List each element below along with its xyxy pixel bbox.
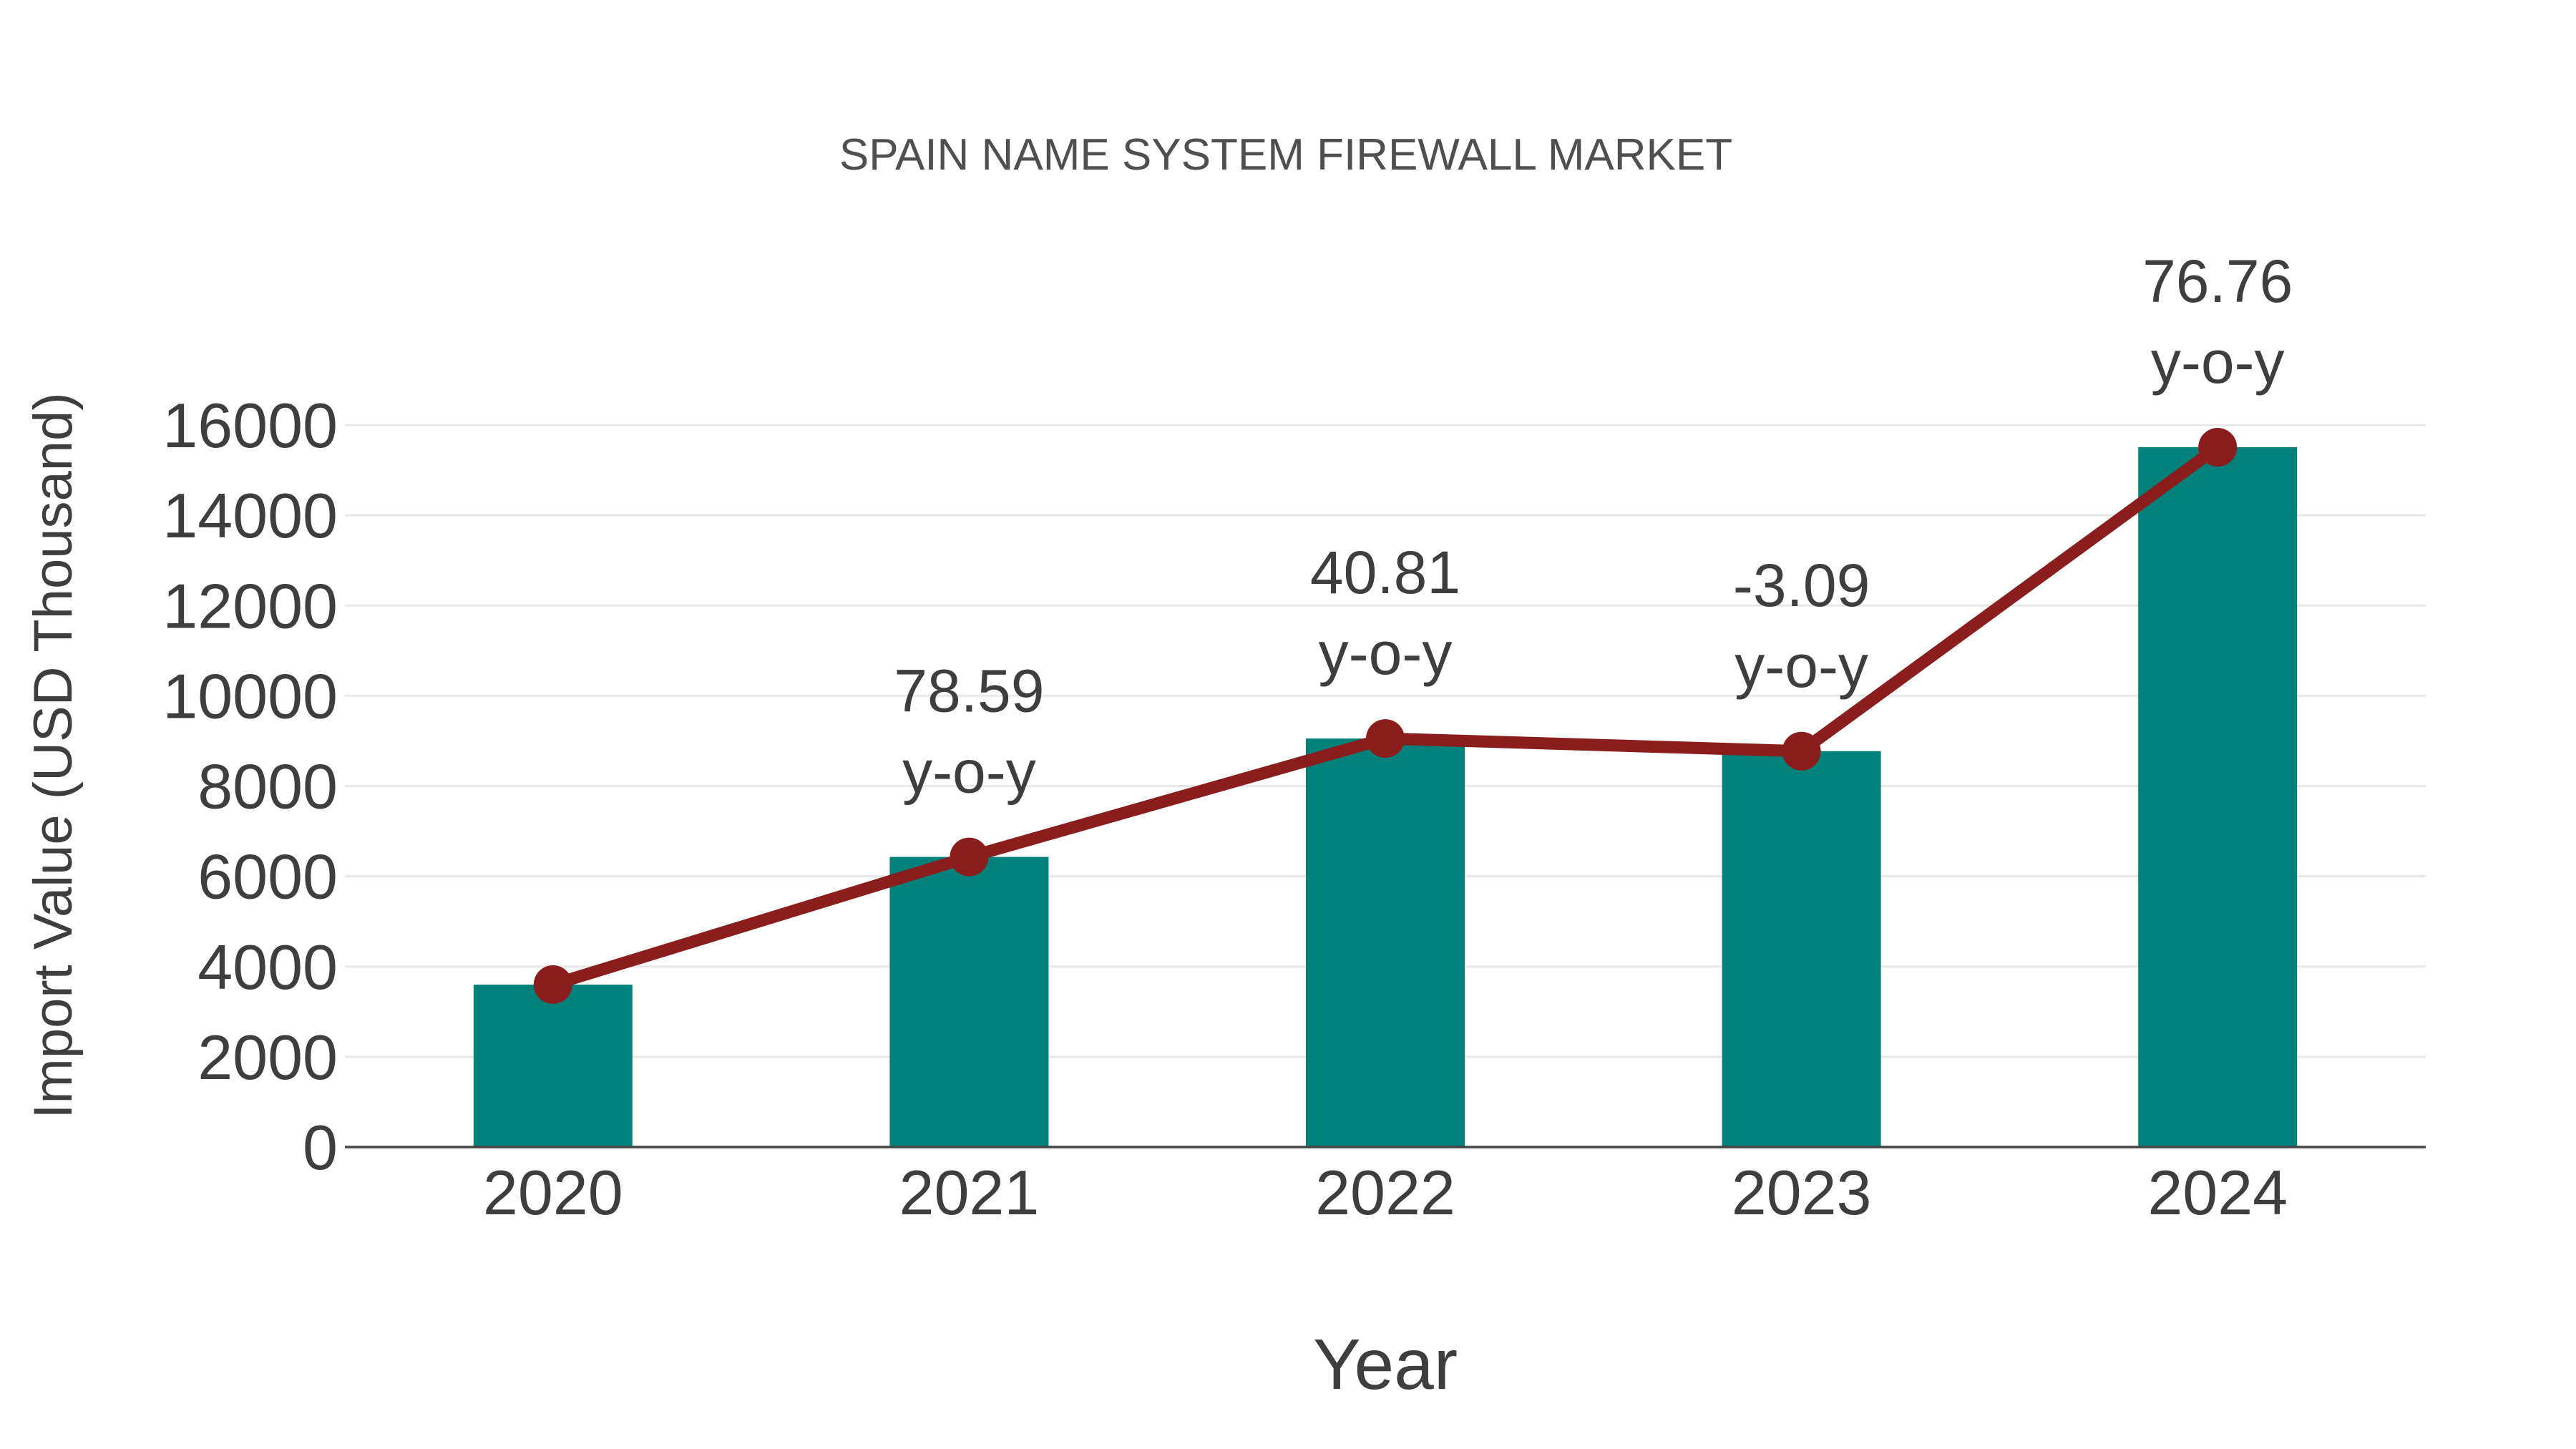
trend-line-series xyxy=(533,428,2238,1004)
annotation-2024-suffix: y-o-y xyxy=(2151,328,2285,396)
annotation-2021-suffix: y-o-y xyxy=(902,738,1036,806)
y-tick-label-14000: 14000 xyxy=(162,480,338,551)
bar-2021 xyxy=(889,857,1049,1147)
bar-2023 xyxy=(1722,751,1881,1147)
x-tick-label-2022: 2022 xyxy=(1315,1157,1455,1228)
data-point-2024 xyxy=(2198,428,2238,467)
x-tick-label-2020: 2020 xyxy=(483,1157,623,1228)
y-tick-label-8000: 8000 xyxy=(197,751,338,822)
data-point-2022 xyxy=(1366,719,1405,758)
annotation-2022-suffix: y-o-y xyxy=(1319,620,1453,687)
y-tick-label-12000: 12000 xyxy=(162,570,338,641)
y-tick-label-10000: 10000 xyxy=(162,660,338,731)
annotation-2022-value: 40.81 xyxy=(1310,539,1460,606)
annotation-2023-value: -3.09 xyxy=(1733,552,1870,619)
x-tick-label-2024: 2024 xyxy=(2147,1157,2288,1228)
y-tick-label-0: 0 xyxy=(303,1112,338,1183)
x-axis-title: Year xyxy=(1313,1324,1458,1405)
data-point-2020 xyxy=(533,965,572,1004)
y-tick-label-16000: 16000 xyxy=(162,390,338,461)
tick-labels: 0 2000 4000 6000 8000 10000 12000 14000 16000 202… xyxy=(162,390,2288,1228)
annotation-2023-suffix: y-o-y xyxy=(1735,633,1868,700)
bar-2024 xyxy=(2138,447,2298,1147)
y-tick-label-2000: 2000 xyxy=(197,1022,338,1093)
data-point-2021 xyxy=(950,837,989,877)
bar-series xyxy=(473,447,2298,1147)
yoy-annotations: 78.59 y-o-y 40.81 y-o-y -3.09 y-o-y 76.76 y-o-y xyxy=(894,248,2293,806)
x-tick-label-2023: 2023 xyxy=(1732,1157,1872,1228)
bar-2020 xyxy=(473,984,633,1147)
chart-title: SPAIN NAME SYSTEM FIREWALL MARKET xyxy=(839,130,1732,180)
annotation-2021-value: 78.59 xyxy=(894,658,1044,725)
y-axis-title: Import Value (USD Thousand) xyxy=(23,392,84,1118)
x-tick-label-2021: 2021 xyxy=(899,1157,1040,1228)
y-tick-label-6000: 6000 xyxy=(197,841,338,912)
annotation-2024-value: 76.76 xyxy=(2142,248,2293,315)
bar-2022 xyxy=(1306,738,1465,1147)
data-point-2023 xyxy=(1782,731,1821,771)
y-tick-label-4000: 4000 xyxy=(197,932,338,1002)
